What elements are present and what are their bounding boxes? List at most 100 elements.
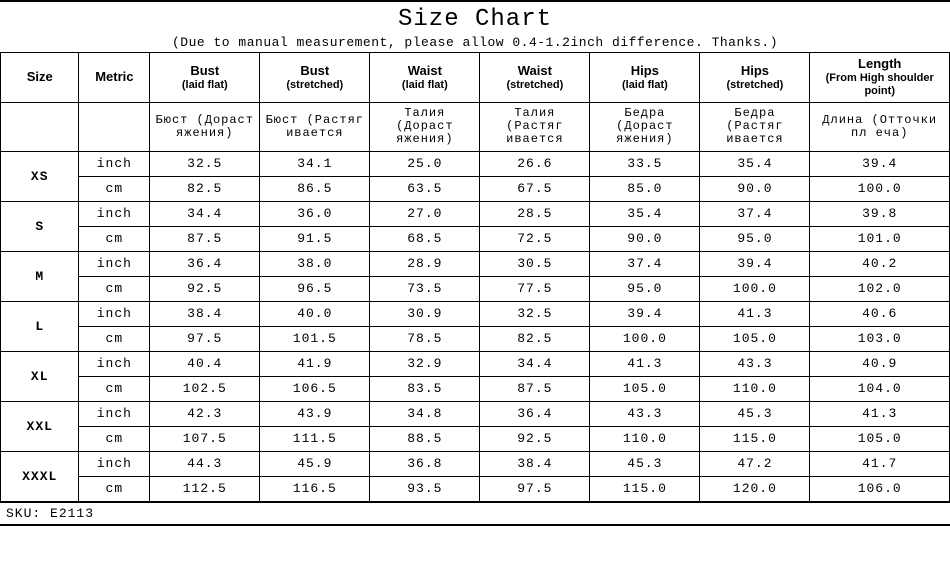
metric-cell: cm [79,476,150,501]
value-cell: 40.0 [260,301,370,326]
value-cell: 86.5 [260,176,370,201]
table-row: cm82.586.563.567.585.090.0100.0 [1,176,950,201]
value-cell: 102.0 [810,276,950,301]
value-cell: 90.0 [700,176,810,201]
value-cell: 106.5 [260,376,370,401]
size-chart-container: Size Chart (Due to manual measurement, p… [0,0,950,526]
metric-cell: cm [79,426,150,451]
value-cell: 33.5 [590,151,700,176]
value-cell: 83.5 [370,376,480,401]
value-cell: 28.5 [480,201,590,226]
value-cell: 88.5 [370,426,480,451]
value-cell: 107.5 [150,426,260,451]
value-cell: 105.0 [700,326,810,351]
value-cell: 90.0 [590,226,700,251]
value-cell: 100.0 [810,176,950,201]
table-row: cm102.5106.583.587.5105.0110.0104.0 [1,376,950,401]
value-cell: 102.5 [150,376,260,401]
table-row: Sinch34.436.027.028.535.437.439.8 [1,201,950,226]
value-cell: 100.0 [700,276,810,301]
col-bust-flat: Bust(laid flat) [150,53,260,103]
metric-cell: inch [79,301,150,326]
value-cell: 97.5 [480,476,590,501]
value-cell: 120.0 [700,476,810,501]
value-cell: 105.0 [810,426,950,451]
col-waist-flat: Waist(laid flat) [370,53,480,103]
value-cell: 100.0 [590,326,700,351]
value-cell: 45.9 [260,451,370,476]
value-cell: 87.5 [480,376,590,401]
metric-cell: cm [79,376,150,401]
value-cell: 45.3 [700,401,810,426]
value-cell: 36.0 [260,201,370,226]
metric-cell: cm [79,226,150,251]
metric-cell: cm [79,326,150,351]
value-cell: 106.0 [810,476,950,501]
size-label: L [1,301,79,351]
value-cell: 41.3 [700,301,810,326]
ru-length: Длина (Отточки пл еча) [810,103,950,152]
ru-bust-stretch: Бюст (Растяг ивается [260,103,370,152]
ru-hips-stretch: Бедра (Растяг ивается [700,103,810,152]
value-cell: 44.3 [150,451,260,476]
metric-cell: inch [79,251,150,276]
sku-value: E2113 [50,506,94,521]
value-cell: 38.0 [260,251,370,276]
value-cell: 96.5 [260,276,370,301]
value-cell: 92.5 [150,276,260,301]
value-cell: 39.8 [810,201,950,226]
value-cell: 34.4 [150,201,260,226]
table-row: cm112.5116.593.597.5115.0120.0106.0 [1,476,950,501]
value-cell: 28.9 [370,251,480,276]
value-cell: 39.4 [590,301,700,326]
value-cell: 104.0 [810,376,950,401]
value-cell: 105.0 [590,376,700,401]
ru-hips-flat: Бедра (Дораст яжения) [590,103,700,152]
value-cell: 43.3 [700,351,810,376]
table-row: cm87.591.568.572.590.095.0101.0 [1,226,950,251]
value-cell: 40.6 [810,301,950,326]
value-cell: 37.4 [700,201,810,226]
value-cell: 26.6 [480,151,590,176]
ru-bust-flat: Бюст (Дораст яжения) [150,103,260,152]
table-row: XXLinch42.343.934.836.443.345.341.3 [1,401,950,426]
value-cell: 34.4 [480,351,590,376]
value-cell: 30.5 [480,251,590,276]
sku-line: SKU: E2113 [0,502,950,524]
value-cell: 115.0 [700,426,810,451]
value-cell: 41.3 [810,401,950,426]
value-cell: 43.3 [590,401,700,426]
value-cell: 82.5 [480,326,590,351]
table-body: Бюст (Дораст яжения) Бюст (Растяг иваетс… [1,103,950,502]
col-hips-flat: Hips(laid flat) [590,53,700,103]
value-cell: 103.0 [810,326,950,351]
value-cell: 87.5 [150,226,260,251]
table-row: XSinch32.534.125.026.633.535.439.4 [1,151,950,176]
value-cell: 95.0 [590,276,700,301]
size-label: M [1,251,79,301]
value-cell: 35.4 [700,151,810,176]
value-cell: 77.5 [480,276,590,301]
value-cell: 41.3 [590,351,700,376]
table-row: Linch38.440.030.932.539.441.340.6 [1,301,950,326]
size-table: Size Metric Bust(laid flat) Bust(stretch… [0,52,950,502]
table-row: cm92.596.573.577.595.0100.0102.0 [1,276,950,301]
value-cell: 45.3 [590,451,700,476]
table-row: XXXLinch44.345.936.838.445.347.241.7 [1,451,950,476]
value-cell: 40.2 [810,251,950,276]
col-waist-stretch: Waist(stretched) [480,53,590,103]
title-block: Size Chart (Due to manual measurement, p… [0,2,950,52]
ru-metric-empty [79,103,150,152]
value-cell: 25.0 [370,151,480,176]
value-cell: 32.5 [150,151,260,176]
table-row: Minch36.438.028.930.537.439.440.2 [1,251,950,276]
col-hips-stretch: Hips(stretched) [700,53,810,103]
value-cell: 41.7 [810,451,950,476]
size-label: XXL [1,401,79,451]
value-cell: 78.5 [370,326,480,351]
size-label: XXXL [1,451,79,501]
value-cell: 111.5 [260,426,370,451]
value-cell: 101.5 [260,326,370,351]
value-cell: 43.9 [260,401,370,426]
value-cell: 30.9 [370,301,480,326]
